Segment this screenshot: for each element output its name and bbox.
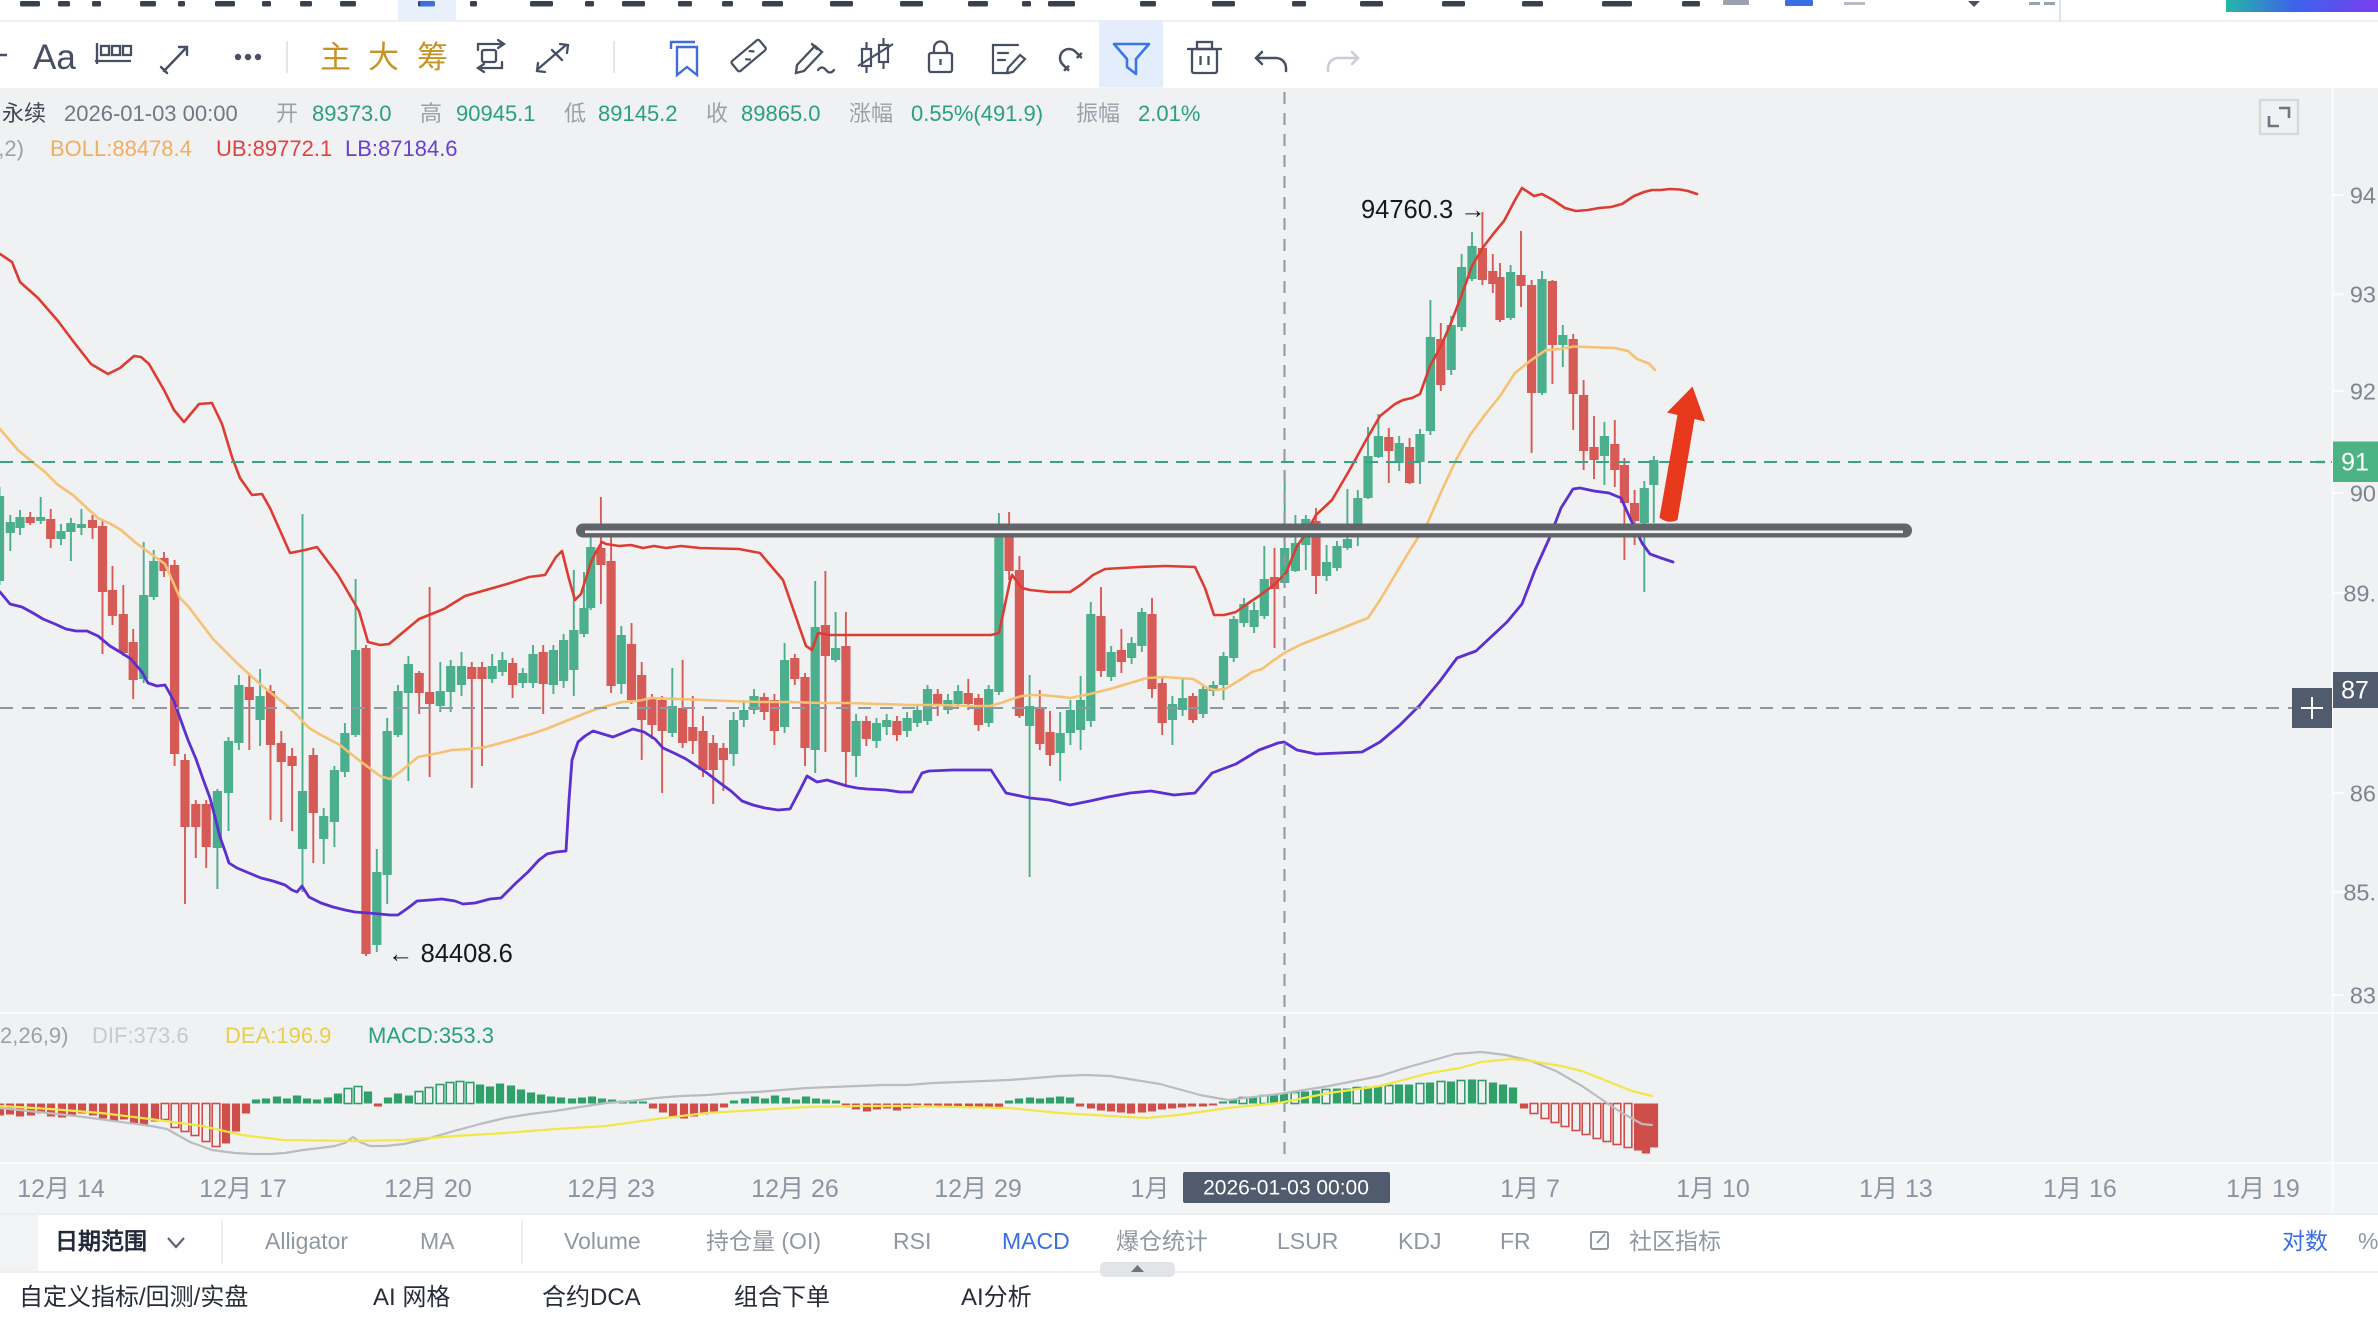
svg-text:12月 20: 12月 20 bbox=[384, 1175, 472, 1203]
svg-text:DEA:196.9: DEA:196.9 bbox=[225, 1023, 331, 1048]
svg-text:0,2): 0,2) bbox=[0, 136, 24, 161]
svg-text:12月 29: 12月 29 bbox=[934, 1175, 1022, 1203]
svg-text:主: 主 bbox=[320, 40, 351, 75]
svg-text:MA: MA bbox=[420, 1228, 455, 1254]
svg-text:爆仓统计: 爆仓统计 bbox=[1116, 1228, 1208, 1254]
svg-text:1月: 1月 bbox=[1131, 1175, 1170, 1203]
svg-text:1月 7: 1月 7 bbox=[1500, 1175, 1560, 1203]
svg-text:2026-01-03 00:00: 2026-01-03 00:00 bbox=[64, 101, 238, 126]
svg-text:对数: 对数 bbox=[2282, 1228, 2328, 1254]
svg-text:← 84408.6: ← 84408.6 bbox=[388, 940, 513, 968]
svg-text:0.55%(491.9): 0.55%(491.9) bbox=[911, 101, 1043, 126]
svg-text:涨幅: 涨幅 bbox=[849, 101, 893, 126]
svg-text:1月 16: 1月 16 bbox=[2043, 1175, 2117, 1203]
svg-text:LSUR: LSUR bbox=[1277, 1228, 1338, 1254]
svg-text:BOLL:88478.4: BOLL:88478.4 bbox=[50, 136, 192, 161]
svg-text:MACD: MACD bbox=[1002, 1228, 1070, 1254]
svg-text:2,26,9): 2,26,9) bbox=[0, 1023, 69, 1048]
svg-text:RSI: RSI bbox=[893, 1228, 931, 1254]
svg-text:持仓量 (OI): 持仓量 (OI) bbox=[706, 1228, 821, 1254]
svg-text:Volume: Volume bbox=[564, 1228, 641, 1254]
svg-text:收: 收 bbox=[706, 101, 728, 126]
svg-text:1月 10: 1月 10 bbox=[1676, 1175, 1750, 1203]
svg-text:振幅: 振幅 bbox=[1076, 101, 1120, 126]
svg-text:高: 高 bbox=[420, 101, 442, 126]
svg-text:89.: 89. bbox=[2343, 581, 2376, 607]
svg-text:83: 83 bbox=[2350, 983, 2376, 1009]
svg-text:94: 94 bbox=[2350, 183, 2376, 209]
svg-text:AI 网格: AI 网格 bbox=[373, 1284, 450, 1311]
svg-text:87: 87 bbox=[2341, 677, 2369, 705]
svg-text:94760.3 →: 94760.3 → bbox=[1361, 196, 1486, 224]
svg-text:MACD:353.3: MACD:353.3 bbox=[368, 1023, 494, 1048]
svg-text:UB:89772.1: UB:89772.1 bbox=[216, 136, 332, 161]
svg-text:社区指标: 社区指标 bbox=[1629, 1228, 1721, 1254]
svg-text:开: 开 bbox=[276, 101, 298, 126]
svg-text:低: 低 bbox=[564, 101, 586, 126]
svg-text:92: 92 bbox=[2350, 379, 2376, 405]
svg-text:90945.1: 90945.1 bbox=[456, 101, 536, 126]
svg-text:2.01%: 2.01% bbox=[1138, 101, 1200, 126]
svg-text:1月 13: 1月 13 bbox=[1859, 1175, 1933, 1203]
svg-text:AI分析: AI分析 bbox=[961, 1284, 1032, 1311]
svg-text:89373.0: 89373.0 bbox=[312, 101, 392, 126]
svg-text:12月 26: 12月 26 bbox=[751, 1175, 839, 1203]
svg-text:12月 17: 12月 17 bbox=[199, 1175, 287, 1203]
svg-text:合约DCA: 合约DCA bbox=[542, 1284, 641, 1311]
svg-text:大: 大 bbox=[368, 40, 399, 75]
svg-text:KDJ: KDJ bbox=[1398, 1228, 1441, 1254]
svg-text:FR: FR bbox=[1500, 1228, 1531, 1254]
svg-text:DIF:373.6: DIF:373.6 bbox=[92, 1023, 189, 1048]
svg-text:自定义指标/回测/实盘: 自定义指标/回测/实盘 bbox=[19, 1284, 248, 1311]
svg-text:85.: 85. bbox=[2343, 880, 2376, 906]
svg-text:12月 23: 12月 23 bbox=[567, 1175, 655, 1203]
svg-text:永续: 永续 bbox=[2, 101, 46, 126]
svg-text:89865.0: 89865.0 bbox=[741, 101, 821, 126]
svg-text:89145.2: 89145.2 bbox=[598, 101, 678, 126]
svg-text:LB:87184.6: LB:87184.6 bbox=[345, 136, 458, 161]
svg-text:93: 93 bbox=[2350, 282, 2376, 308]
svg-text:%: % bbox=[2358, 1228, 2378, 1254]
svg-text:日期范围: 日期范围 bbox=[55, 1228, 147, 1254]
svg-text:1月 19: 1月 19 bbox=[2226, 1175, 2300, 1203]
svg-text:筹: 筹 bbox=[417, 40, 448, 75]
svg-text:86: 86 bbox=[2350, 781, 2376, 807]
svg-text:Aa: Aa bbox=[33, 38, 76, 77]
svg-text:12月 14: 12月 14 bbox=[17, 1175, 105, 1203]
svg-text:2026-01-03 00:00: 2026-01-03 00:00 bbox=[1203, 1177, 1369, 1200]
svg-text:90: 90 bbox=[2350, 481, 2376, 507]
svg-text:Alligator: Alligator bbox=[265, 1228, 348, 1254]
svg-text:组合下单: 组合下单 bbox=[734, 1284, 830, 1311]
svg-text:91: 91 bbox=[2341, 449, 2369, 477]
